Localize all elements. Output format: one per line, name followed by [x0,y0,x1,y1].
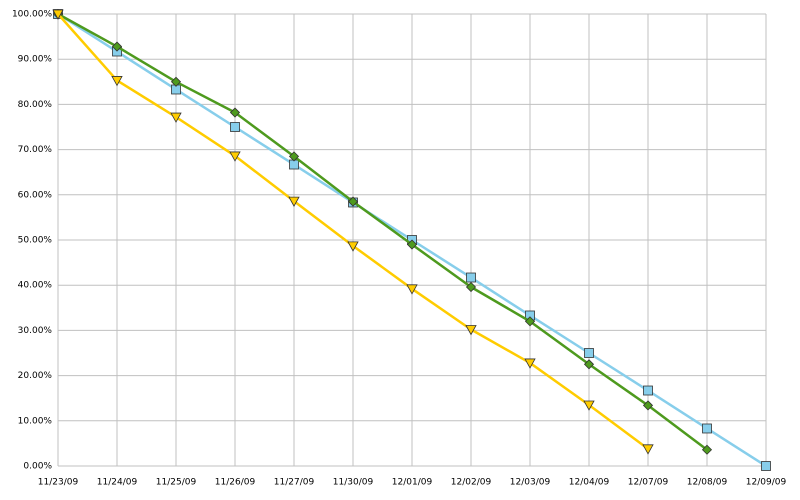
marker [466,272,476,283]
marker [583,359,595,370]
marker [524,358,536,369]
marker [761,461,771,471]
marker [701,444,713,455]
x-tick-label: 11/27/09 [274,478,315,488]
series [52,9,654,455]
y-tick-label: 0.00% [23,462,52,472]
marker [111,41,123,52]
x-tick-label: 11/24/09 [97,478,138,488]
marker [406,239,418,250]
x-tick-label: 11/23/09 [38,478,79,488]
y-tick-label: 90.00% [18,55,53,65]
marker [111,76,123,87]
marker [288,196,300,207]
x-tick-label: 12/04/09 [569,478,610,488]
series [52,8,713,455]
y-tick-label: 40.00% [18,281,53,291]
y-tick-label: 20.00% [18,371,53,381]
marker [347,241,359,252]
x-tick-label: 12/08/09 [687,478,728,488]
x-tick-label: 12/02/09 [451,478,492,488]
marker [52,9,64,20]
y-tick-label: 70.00% [18,145,53,155]
marker [642,400,654,411]
x-tick-label: 11/25/09 [156,478,197,488]
marker [643,385,653,396]
marker [347,196,359,207]
y-tick-label: 60.00% [18,190,53,200]
x-tick-label: 12/07/09 [628,478,669,488]
marker [465,281,477,293]
y-tick-label: 100.00% [12,10,52,20]
marker [288,151,300,162]
y-tick-label: 50.00% [18,236,53,246]
marker [406,284,418,295]
marker [170,112,182,123]
y-tick-label: 30.00% [18,326,53,336]
marker [583,400,595,411]
series-line [57,12,708,451]
marker [229,151,241,162]
marker [230,122,240,132]
marker [702,423,712,434]
x-tick-label: 12/09/09 [746,478,787,488]
marker [170,76,182,87]
y-tick-label: 10.00% [18,416,53,426]
x-tick-label: 11/26/09 [215,478,256,488]
marker [584,348,594,358]
marker [465,325,477,336]
marker [524,316,536,327]
x-tick-label: 12/03/09 [510,478,551,488]
x-tick-label: 12/01/09 [392,478,433,488]
marker [229,107,241,118]
x-tick-label: 11/30/09 [333,478,374,488]
marker [642,444,654,455]
y-tick-label: 80.00% [18,100,53,110]
